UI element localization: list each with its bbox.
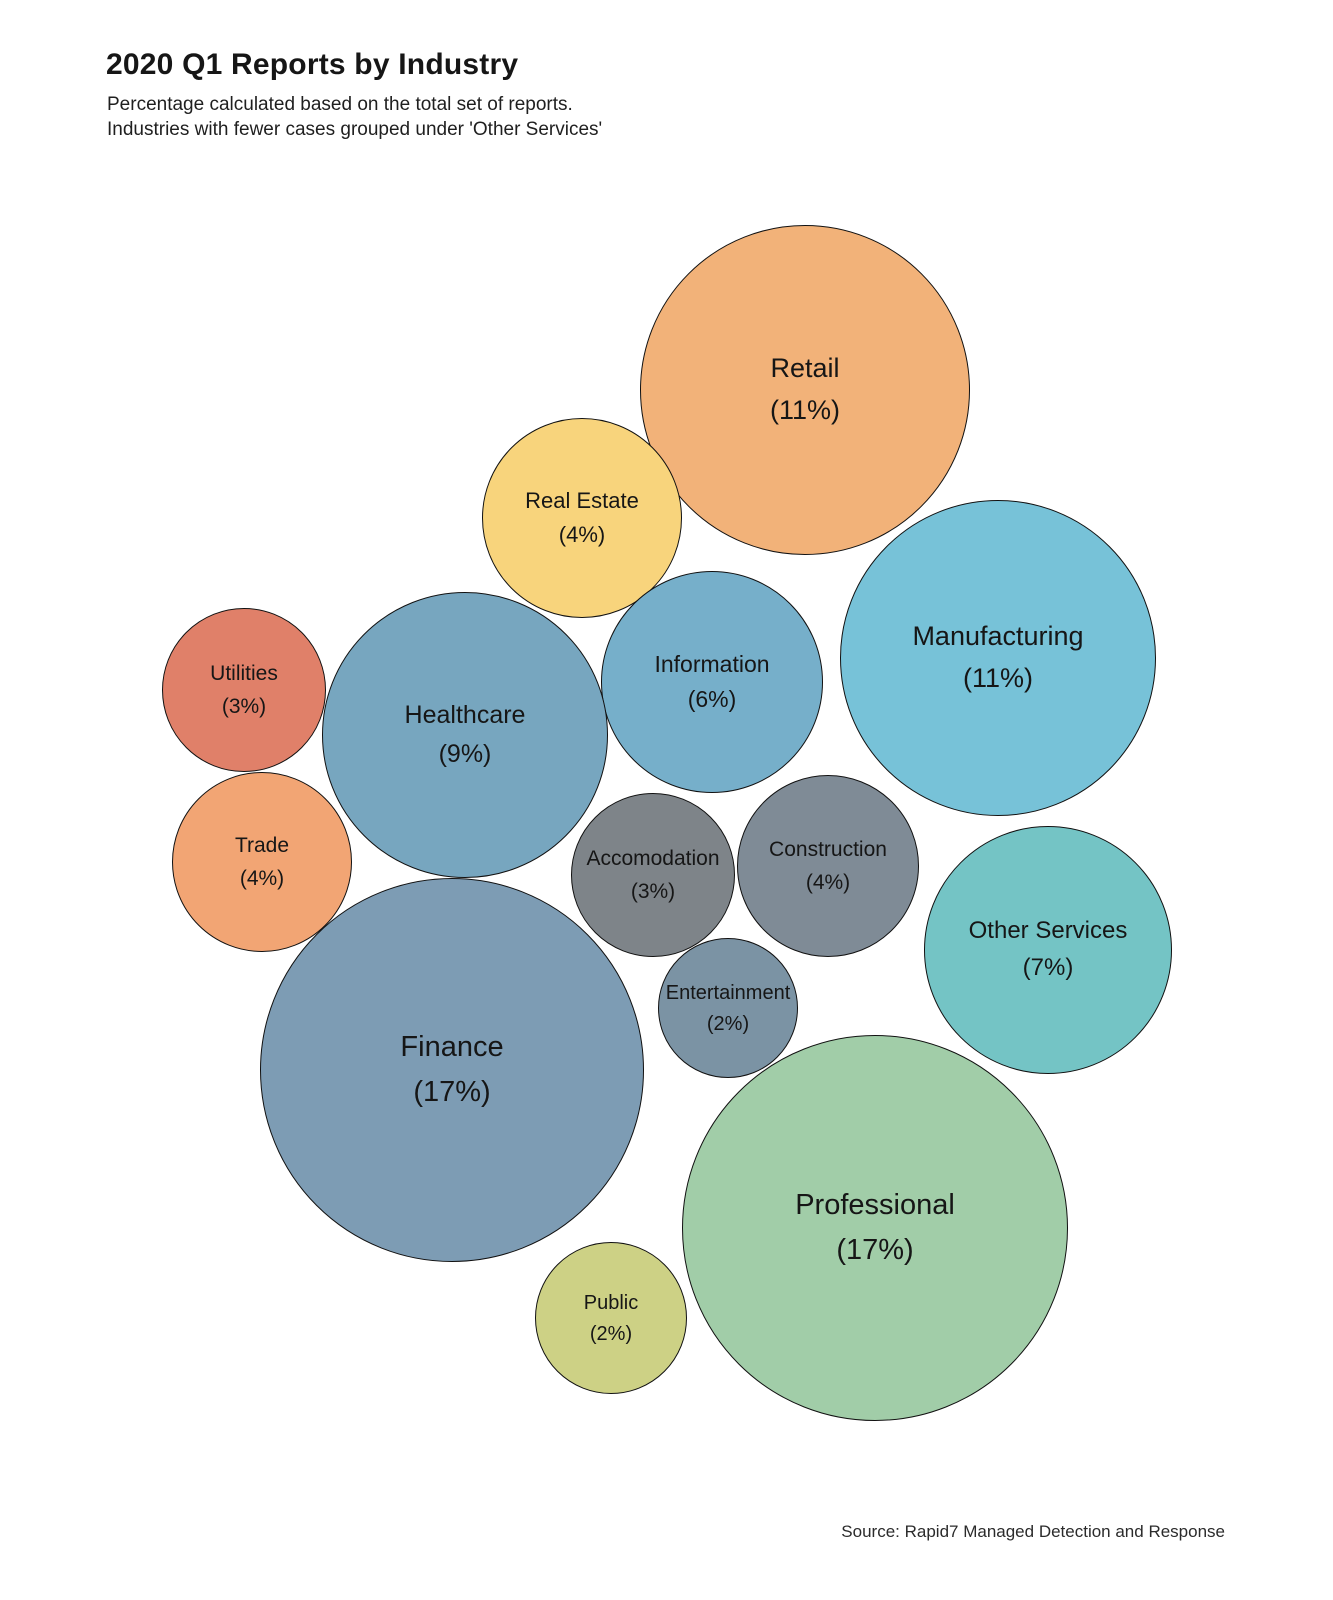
bubble-percentage: (3%) [221, 694, 267, 718]
bubble-label: Retail [770, 353, 840, 384]
bubble-real-estate: Real Estate (4%) [482, 418, 682, 618]
bubble-label: Trade [234, 834, 290, 858]
bubble-label: Entertainment [665, 981, 791, 1004]
bubble-utilities: Utilities (3%) [162, 608, 326, 772]
page-subtitle-line1: Percentage calculated based on the total… [107, 94, 573, 115]
bubble-healthcare: Healthcare (9%) [322, 592, 608, 878]
bubble-label: Finance [400, 1030, 504, 1063]
bubble-construction: Construction (4%) [737, 775, 919, 957]
bubble-percentage: (4%) [805, 870, 851, 894]
bubble-percentage: (6%) [687, 686, 737, 713]
bubble-label: Public [583, 1291, 639, 1314]
bubble-retail: Retail (11%) [640, 225, 970, 555]
bubble-finance: Finance (17%) [260, 878, 644, 1262]
bubble-label: Real Estate [525, 487, 639, 513]
bubble-percentage: (11%) [962, 663, 1034, 694]
bubble-percentage: (2%) [706, 1012, 750, 1035]
bubble-label: Manufacturing [912, 621, 1084, 652]
bubble-percentage: (4%) [239, 866, 285, 890]
bubble-percentage: (3%) [630, 879, 676, 903]
bubble-percentage: (2%) [589, 1322, 633, 1345]
bubble-label: Accomodation [586, 847, 720, 871]
bubble-label: Other Services [968, 917, 1128, 945]
bubble-accomodation: Accomodation (3%) [571, 793, 735, 957]
page-subtitle-line2: Industries with fewer cases grouped unde… [107, 119, 603, 140]
bubble-percentage: (4%) [558, 521, 606, 547]
bubble-label: Construction [769, 838, 887, 862]
bubble-label: Information [654, 650, 770, 677]
bubble-information: Information (6%) [601, 571, 823, 793]
bubble-percentage: (17%) [836, 1233, 914, 1266]
bubble-percentage: (11%) [769, 395, 841, 426]
bubble-public: Public (2%) [535, 1242, 687, 1394]
bubble-label: Utilities [210, 662, 278, 686]
page-title: 2020 Q1 Reports by Industry [106, 48, 519, 81]
page-subtitle: Percentage calculated based on the total… [107, 92, 602, 142]
bubble-label: Healthcare [404, 700, 526, 729]
bubble-percentage: (17%) [413, 1075, 491, 1108]
bubble-percentage: (9%) [438, 739, 492, 768]
bubble-professional: Professional (17%) [682, 1035, 1068, 1421]
bubble-percentage: (7%) [1022, 954, 1074, 982]
bubble-label: Professional [795, 1188, 955, 1221]
bubble-trade: Trade (4%) [172, 772, 352, 952]
bubble-entertainment: Entertainment (2%) [658, 938, 798, 1078]
source-note: Source: Rapid7 Managed Detection and Res… [841, 1522, 1225, 1541]
bubble-other-services: Other Services (7%) [924, 826, 1172, 1074]
bubble-manufacturing: Manufacturing (11%) [840, 500, 1156, 816]
